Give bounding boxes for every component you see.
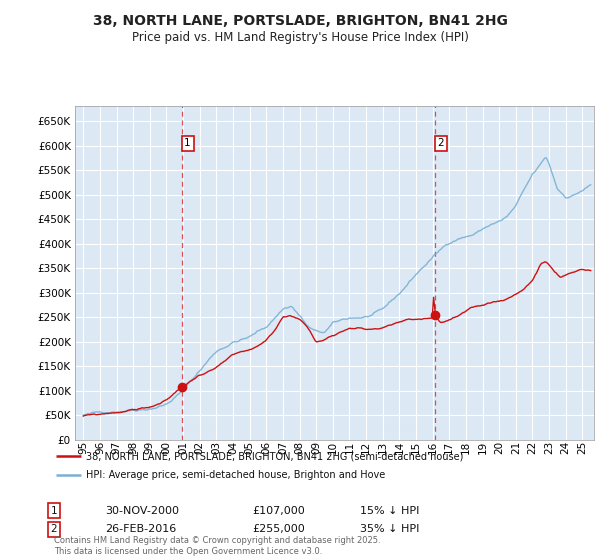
Text: 38, NORTH LANE, PORTSLADE, BRIGHTON, BN41 2HG (semi-detached house): 38, NORTH LANE, PORTSLADE, BRIGHTON, BN4… xyxy=(86,451,463,461)
Text: £255,000: £255,000 xyxy=(252,524,305,534)
Text: 38, NORTH LANE, PORTSLADE, BRIGHTON, BN41 2HG: 38, NORTH LANE, PORTSLADE, BRIGHTON, BN4… xyxy=(92,14,508,28)
Text: 2: 2 xyxy=(50,524,58,534)
Text: 35% ↓ HPI: 35% ↓ HPI xyxy=(360,524,419,534)
Text: Price paid vs. HM Land Registry's House Price Index (HPI): Price paid vs. HM Land Registry's House … xyxy=(131,31,469,44)
Text: 1: 1 xyxy=(50,506,58,516)
Text: HPI: Average price, semi-detached house, Brighton and Hove: HPI: Average price, semi-detached house,… xyxy=(86,470,385,480)
Text: 1: 1 xyxy=(184,138,191,148)
Text: Contains HM Land Registry data © Crown copyright and database right 2025.
This d: Contains HM Land Registry data © Crown c… xyxy=(54,536,380,556)
Text: 2: 2 xyxy=(437,138,444,148)
Text: 30-NOV-2000: 30-NOV-2000 xyxy=(105,506,179,516)
Text: 15% ↓ HPI: 15% ↓ HPI xyxy=(360,506,419,516)
Text: £107,000: £107,000 xyxy=(252,506,305,516)
Text: 26-FEB-2016: 26-FEB-2016 xyxy=(105,524,176,534)
